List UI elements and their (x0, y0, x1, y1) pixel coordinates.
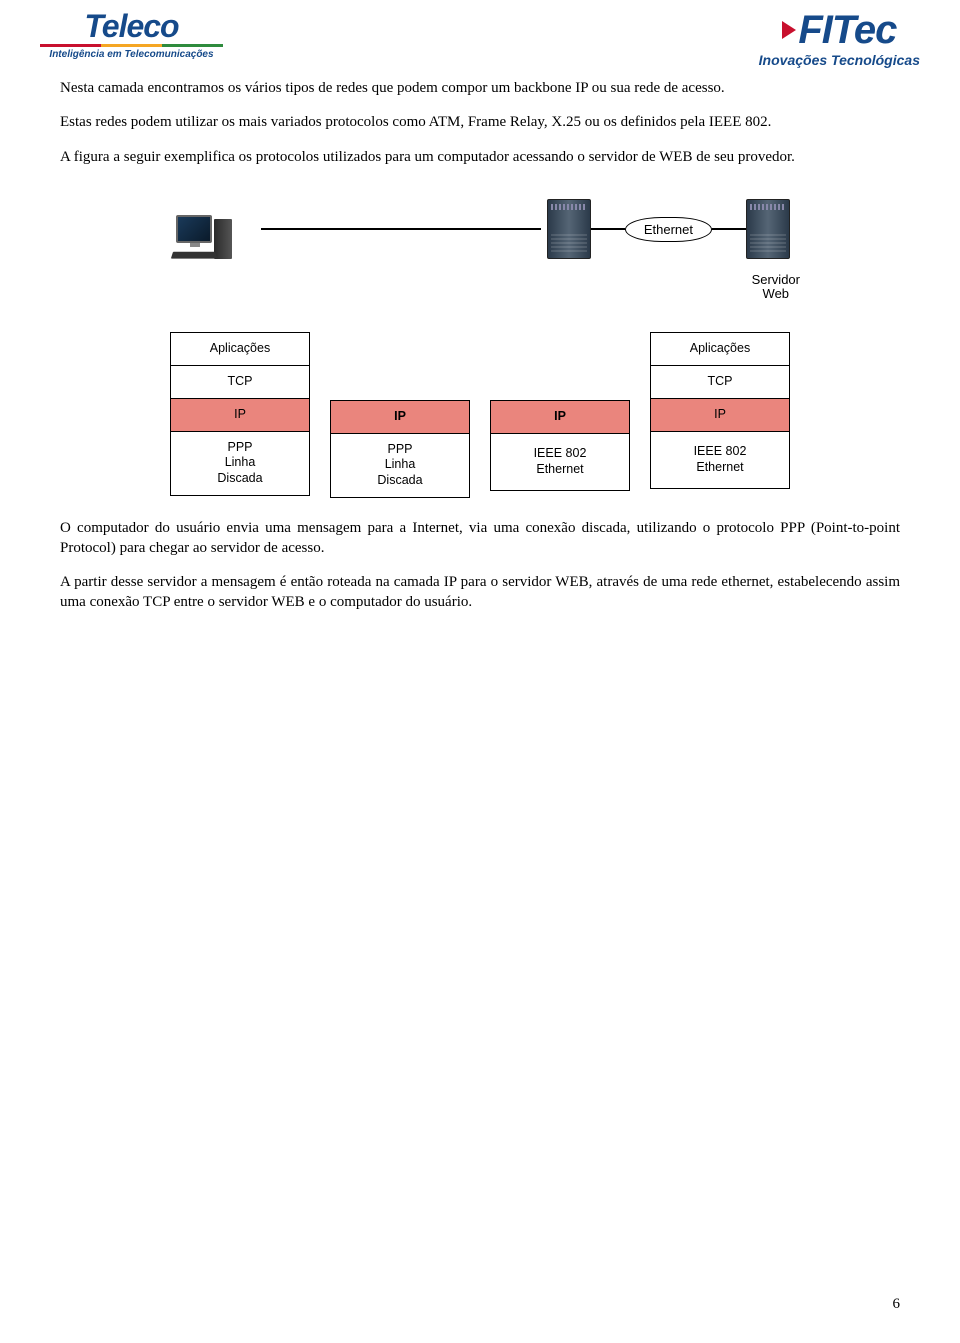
paragraph-4: O computador do usuário envia uma mensag… (60, 518, 900, 559)
connector-line (261, 228, 541, 230)
fitec-tagline: Inovações Tecnológicas (759, 52, 920, 68)
stack-2: IP PPP Linha Discada (330, 400, 470, 498)
cell-aplicacoes: Aplicações (170, 332, 310, 366)
server-web-label: Servidor Web (752, 273, 800, 302)
fitec-logo-text: FITec (782, 10, 896, 50)
cell-ppp: PPP Linha Discada (170, 431, 310, 496)
computer-icon (170, 215, 255, 243)
paragraph-2: Estas redes podem utilizar os mais varia… (60, 112, 900, 132)
stack-1: Aplicações TCP IP PPP Linha Discada (170, 332, 310, 496)
cell-ip: IP (490, 400, 630, 434)
paragraph-1: Nesta camada encontramos os vários tipos… (60, 78, 900, 98)
cell-tcp: TCP (650, 365, 790, 399)
cell-ieee: IEEE 802 Ethernet (650, 431, 790, 489)
server-web-label-l2: Web (763, 286, 790, 301)
teleco-logo-text: Teleco (84, 10, 178, 42)
server-icon (547, 199, 591, 259)
paragraph-5: A partir desse servidor a mensagem é ent… (60, 572, 900, 613)
fitec-logo-label: FITec (798, 10, 896, 50)
server-web-icon (746, 199, 790, 259)
ethernet-label: Ethernet (625, 217, 712, 242)
page-content: Nesta camada encontramos os vários tipos… (0, 68, 960, 613)
teleco-tagline: Inteligência em Telecomunicações (49, 49, 213, 60)
logo-fitec: FITec Inovações Tecnológicas (759, 10, 920, 68)
logo-teleco: Teleco Inteligência em Telecomunicações (40, 10, 223, 60)
cell-ip: IP (330, 400, 470, 434)
connector-line (591, 228, 625, 230)
paragraph-3: A figura a seguir exemplifica os protoco… (60, 147, 900, 167)
cell-ppp: PPP Linha Discada (330, 433, 470, 498)
fitec-arrow-icon (782, 21, 796, 39)
page-header: Teleco Inteligência em Telecomunicações … (0, 0, 960, 68)
connector-line (712, 228, 746, 230)
cell-aplicacoes: Aplicações (650, 332, 790, 366)
stack-3: IP IEEE 802 Ethernet (490, 400, 630, 491)
page-number: 6 (893, 1296, 901, 1313)
cell-tcp: TCP (170, 365, 310, 399)
diagram-top-row: Ethernet (170, 187, 790, 272)
teleco-bars-icon (40, 44, 223, 47)
stack-4: Aplicações TCP IP IEEE 802 Ethernet (650, 332, 790, 489)
cell-ieee: IEEE 802 Ethernet (490, 433, 630, 491)
protocol-diagram: Ethernet Servidor Web Aplicações TCP IP … (170, 187, 790, 498)
cell-ip: IP (170, 398, 310, 432)
server-web-label-l1: Servidor (752, 272, 800, 287)
protocol-stacks: Aplicações TCP IP PPP Linha Discada IP P… (170, 332, 790, 498)
cell-ip: IP (650, 398, 790, 432)
